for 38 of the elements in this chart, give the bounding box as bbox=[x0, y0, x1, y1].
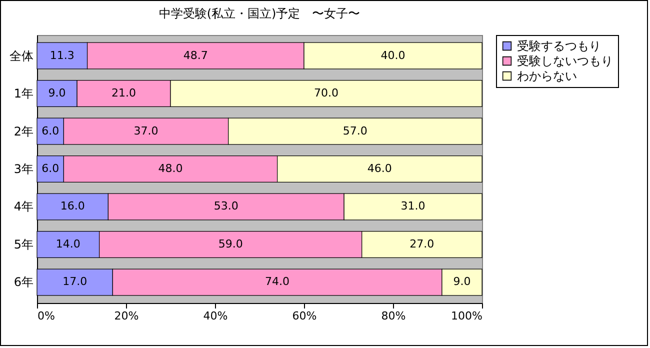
x-tick-label: 100% bbox=[451, 310, 482, 322]
y-tick-label: 1年 bbox=[14, 86, 34, 101]
data-label: 59.0 bbox=[218, 237, 243, 250]
data-label: 21.0 bbox=[112, 86, 136, 100]
legend-label: 受験するつもり bbox=[517, 39, 601, 53]
y-tick-label: 6年 bbox=[14, 275, 34, 290]
data-label: 57.0 bbox=[342, 124, 368, 138]
data-label: 6.0 bbox=[42, 124, 60, 138]
legend-label: わからない bbox=[517, 69, 577, 83]
data-label: 14.0 bbox=[56, 237, 80, 250]
data-label: 9.0 bbox=[453, 275, 471, 288]
y-tick-label: 全体 bbox=[10, 48, 34, 63]
data-label: 11.3 bbox=[50, 48, 74, 62]
x-tick-label: 40% bbox=[203, 310, 228, 322]
data-label: 6.0 bbox=[42, 162, 60, 175]
x-tick-label: 0% bbox=[38, 310, 55, 322]
chart-title: 中学受験(私立・国立)予定 〜女子〜 bbox=[158, 6, 360, 20]
y-tick-label: 4年 bbox=[14, 200, 34, 214]
x-tick-label: 20% bbox=[114, 310, 139, 322]
y-tick-label: 2年 bbox=[14, 124, 34, 138]
legend-label: 受験しないつもり bbox=[517, 54, 613, 68]
data-label: 46.0 bbox=[367, 162, 392, 175]
data-label: 37.0 bbox=[134, 124, 158, 138]
data-label: 31.0 bbox=[400, 200, 426, 213]
data-label: 53.0 bbox=[214, 200, 238, 213]
y-tick-label: 5年 bbox=[14, 237, 34, 252]
data-label: 48.7 bbox=[183, 48, 208, 62]
data-label: 17.0 bbox=[62, 275, 88, 288]
x-tick-label: 80% bbox=[381, 310, 406, 322]
data-label: 48.0 bbox=[158, 162, 183, 175]
y-tick-label: 3年 bbox=[14, 162, 34, 176]
data-label: 9.0 bbox=[48, 86, 66, 100]
data-label: 70.0 bbox=[314, 86, 338, 100]
data-label: 27.0 bbox=[410, 237, 434, 250]
data-label: 74.0 bbox=[265, 275, 290, 288]
data-label: 16.0 bbox=[60, 200, 85, 213]
data-label: 40.0 bbox=[380, 48, 406, 62]
x-tick-label: 60% bbox=[292, 310, 317, 322]
